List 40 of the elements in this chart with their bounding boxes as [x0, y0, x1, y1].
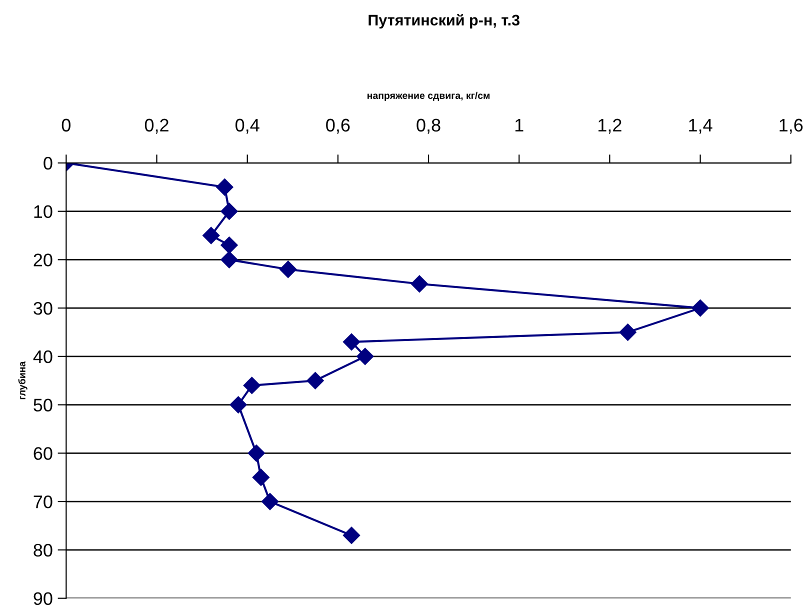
point: [202, 226, 220, 244]
y-tick-label: 80: [34, 544, 52, 557]
point: [243, 376, 260, 394]
y-axis-title: глубина: [18, 361, 28, 400]
y-tick-label: 50: [34, 398, 52, 412]
y-tick-label: 90: [34, 592, 52, 605]
point: [252, 468, 270, 486]
point: [619, 324, 636, 341]
y-tick-label: 60: [34, 447, 52, 460]
x-tick-label: 0,8: [416, 118, 440, 134]
point: [230, 396, 247, 414]
x-tick-label: 1,4: [689, 119, 712, 134]
point: [248, 444, 265, 462]
point: [220, 202, 238, 220]
x-tick-label: 1: [515, 119, 524, 132]
y-tick-label: 10: [34, 205, 52, 218]
point: [342, 333, 360, 350]
x-tick-label: 1,2: [598, 118, 622, 134]
y-tick-label: 20: [34, 254, 52, 266]
y-tick-label: 70: [34, 495, 52, 508]
point: [410, 275, 428, 292]
x-tick-label: 0,2: [144, 118, 168, 134]
point: [356, 348, 374, 365]
x-tick-label: 0,6: [326, 118, 350, 134]
y-tick-label: 30: [34, 302, 52, 315]
point: [216, 178, 234, 196]
point: [280, 260, 297, 278]
y-tick-label: 40: [33, 350, 52, 364]
x-tick-label: 0: [62, 118, 70, 132]
point: [261, 492, 279, 510]
point: [342, 526, 360, 544]
point: [220, 236, 238, 254]
point: [692, 300, 709, 317]
x-axis-title: напряжение сдвига, кг/см: [368, 92, 490, 101]
x-tick-label: 0,4: [236, 118, 260, 134]
point: [306, 372, 324, 390]
point: [220, 251, 238, 268]
x-tick-label: 1,6: [780, 118, 803, 134]
chart-title: Путятинский р-н, т.3: [368, 14, 520, 29]
y-tick-label: 0: [44, 156, 52, 170]
